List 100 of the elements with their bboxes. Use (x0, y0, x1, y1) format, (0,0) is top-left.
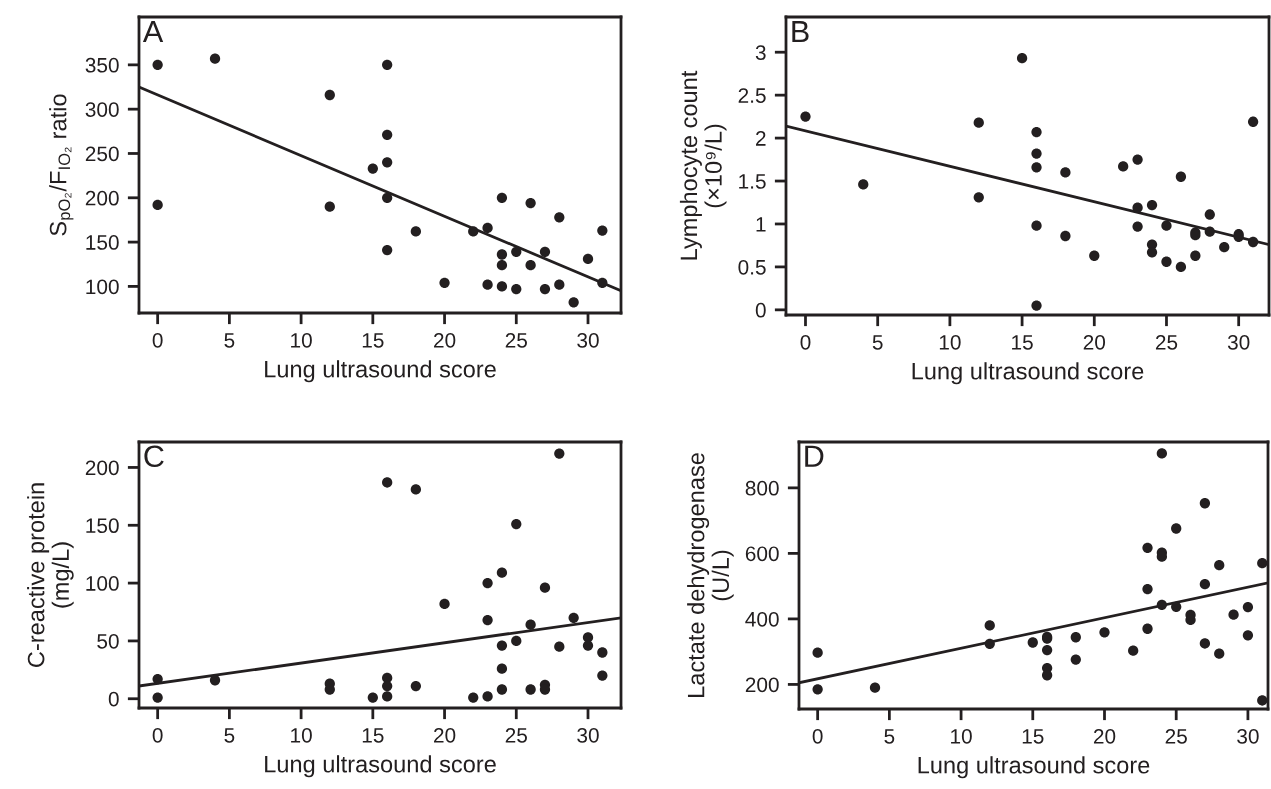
point (482, 577, 493, 589)
point (1099, 627, 1110, 638)
point (597, 670, 608, 681)
point (496, 249, 508, 260)
point (1242, 601, 1254, 613)
x-tick-label: 15 (362, 333, 384, 348)
point (1199, 638, 1211, 649)
point (1204, 226, 1215, 237)
point (812, 647, 823, 658)
point (511, 635, 522, 647)
y-tick-label: 150 (86, 518, 119, 534)
annotation: A (142, 21, 164, 43)
y-axis-title: Lactate dehydrogenase (U/L) (687, 453, 734, 697)
x-tick-label: 10 (951, 728, 972, 744)
point (1257, 558, 1268, 569)
point (496, 567, 508, 578)
point (382, 244, 393, 256)
point (525, 619, 536, 630)
y-tick-label: 800 (745, 480, 779, 496)
y-tick-label: 200 (85, 460, 119, 476)
x-tick-label: 15 (1022, 729, 1044, 744)
annotation: D (805, 445, 824, 467)
point (1199, 579, 1211, 590)
point (1027, 637, 1038, 648)
point (1041, 644, 1053, 656)
point (382, 192, 393, 203)
point (511, 246, 522, 257)
point (1156, 448, 1168, 459)
x-tick-label: 10 (291, 727, 312, 743)
point (1031, 148, 1042, 159)
x-tick-label: 5 (224, 728, 235, 743)
point (1247, 236, 1259, 248)
point (597, 647, 608, 658)
point (1175, 261, 1187, 273)
x-tick-label: 15 (362, 728, 384, 743)
point (1156, 599, 1168, 610)
point (1214, 648, 1225, 659)
point (554, 212, 565, 223)
y-tick-label: 0 (108, 691, 119, 707)
x-axis-title: Lung ultrasound score (265, 755, 496, 778)
point (869, 682, 881, 693)
point (439, 598, 450, 610)
point (367, 692, 378, 703)
y-tick-label: 2.5 (738, 88, 766, 103)
y-axis-title: S$_{pO₂}$/F$_{IO₂}$ ratio (49, 94, 74, 236)
point (496, 684, 508, 695)
point (1190, 250, 1201, 261)
point (410, 484, 422, 495)
point (1132, 221, 1143, 232)
x-tick-label: 25 (505, 332, 527, 348)
point (496, 663, 508, 674)
point (1132, 154, 1143, 165)
x-tick-label: 0 (152, 727, 163, 743)
point (209, 675, 221, 686)
y-tick-label: 0 (755, 302, 766, 318)
point (482, 614, 493, 626)
y-tick-label: 100 (86, 576, 119, 591)
point (1161, 220, 1172, 231)
point (367, 163, 378, 174)
point (496, 640, 508, 651)
point (1070, 632, 1081, 643)
x-tick-label: 0 (800, 334, 811, 350)
point (1060, 230, 1071, 242)
y-tick-label: 3 (755, 45, 766, 60)
point (539, 246, 551, 257)
y-tick-label: 250 (85, 146, 119, 162)
y-tick-label: 600 (745, 546, 779, 562)
point (1171, 523, 1182, 534)
point (1128, 645, 1139, 656)
point (582, 253, 594, 265)
point (984, 638, 995, 649)
point (1031, 162, 1042, 173)
point (382, 691, 393, 702)
point (324, 89, 335, 101)
point (858, 179, 869, 190)
x-tick-label: 20 (434, 332, 456, 348)
y-axis-title: Lymphocyte count (×10⁹/L) (679, 70, 727, 260)
point (1031, 220, 1042, 231)
point (1041, 670, 1053, 681)
point (984, 620, 995, 631)
annotation: C (144, 445, 164, 468)
point (554, 448, 565, 459)
point (597, 225, 608, 236)
y-tick-label: 50 (97, 633, 119, 649)
point (1146, 247, 1158, 258)
point (525, 197, 536, 209)
y-tick-label: 300 (85, 102, 119, 117)
x-tick-label: 30 (577, 727, 599, 743)
point (1089, 250, 1100, 261)
x-axis-title: Lung ultrasound score (265, 360, 496, 383)
point (382, 157, 393, 168)
point (152, 59, 163, 71)
x-axis-title: Lung ultrasound score (918, 756, 1150, 779)
point (973, 192, 984, 203)
point (1219, 242, 1230, 253)
point (511, 518, 522, 530)
point (554, 279, 565, 290)
point (1070, 654, 1081, 665)
point (800, 111, 811, 122)
point (568, 297, 579, 308)
